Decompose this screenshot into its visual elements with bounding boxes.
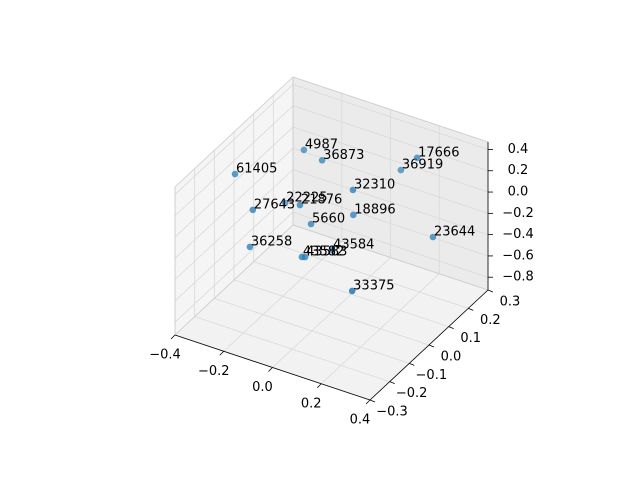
grid-line — [292, 169, 489, 236]
tick-mark — [268, 367, 273, 372]
grid-line — [292, 190, 489, 257]
y-tick-label: 0.3 — [500, 295, 521, 310]
z-tick-label: −0.4 — [502, 227, 534, 242]
point-label: 23644 — [434, 224, 475, 239]
tick-mark — [365, 399, 371, 405]
point-label: 36258 — [251, 234, 292, 249]
point — [246, 243, 254, 251]
point-label: 61405 — [236, 162, 277, 177]
x-tick-label: 0.0 — [252, 380, 273, 395]
point — [281, 199, 289, 207]
tick-mark — [409, 362, 415, 366]
grid-line — [194, 316, 390, 383]
grid — [174, 76, 489, 401]
grid-line — [253, 261, 449, 328]
point-label: 17666 — [418, 145, 459, 160]
tick-mark — [428, 344, 435, 348]
point — [249, 206, 257, 214]
grid-line — [174, 190, 294, 302]
tick-mark — [219, 350, 225, 356]
point — [296, 201, 304, 209]
tick-mark — [316, 383, 322, 389]
y-tick-label: 0.1 — [460, 331, 481, 346]
point-label: 43583 — [306, 245, 347, 260]
point — [349, 186, 357, 194]
tick-mark — [369, 399, 376, 403]
z-tick-label: −0.6 — [502, 248, 534, 263]
grid-line — [292, 211, 489, 278]
tick-mark — [170, 334, 176, 340]
x-tick-label: 0.2 — [301, 396, 322, 411]
point — [300, 146, 308, 154]
marks: 4987 36919 36873 17666 22225 43584 23644 18896 5… — [231, 137, 475, 295]
x-tick-label: −0.4 — [149, 348, 181, 363]
point — [328, 246, 336, 254]
point — [301, 253, 309, 261]
point-label: 36919 — [402, 158, 443, 173]
grid-line — [292, 126, 489, 193]
grid-line — [292, 84, 489, 150]
point-label: 22225 — [286, 191, 327, 206]
point — [318, 156, 326, 164]
point — [413, 154, 421, 162]
tick-mark — [468, 307, 474, 311]
tick-mark — [389, 381, 395, 385]
y-tick-label: −0.1 — [416, 368, 448, 383]
point-label: 27643 — [254, 197, 295, 212]
point-label: 18896 — [354, 202, 395, 217]
pane-edge — [174, 224, 294, 336]
pane-edge — [292, 224, 489, 291]
grid-line — [174, 105, 294, 217]
z-tick-label: −0.8 — [502, 270, 534, 285]
point-label: 43584 — [333, 238, 374, 253]
z-tick-label: 0.0 — [508, 185, 529, 200]
grid-line — [174, 126, 294, 238]
z-tick-label: 0.4 — [508, 142, 529, 157]
point-label: 36873 — [323, 148, 364, 163]
point-label: 5660 — [312, 212, 345, 227]
grid-line — [233, 279, 430, 346]
grid-line — [174, 211, 294, 323]
tick-mark — [487, 289, 494, 293]
grid-line — [292, 105, 489, 172]
pane-edge — [174, 76, 294, 188]
y-tick-label: −0.3 — [376, 405, 408, 420]
pane-edge — [292, 76, 489, 143]
x-tick-label: 0.4 — [350, 413, 371, 428]
point-label: 21876 — [301, 193, 342, 208]
point-label: 33375 — [353, 278, 394, 293]
axes: −0.4 −0.2 0.0 0.2 0.4 −0.3 −0.2 −0.1 0.0 0.1 0.2 0.… — [149, 142, 534, 428]
point — [397, 166, 405, 174]
tick-mark — [448, 326, 454, 330]
grid-line — [174, 148, 294, 259]
z-tick-label: 0.2 — [508, 163, 529, 178]
grid-line — [174, 169, 294, 280]
z-tick-label: −0.2 — [502, 206, 534, 221]
point — [307, 220, 315, 228]
grid-line — [214, 297, 410, 364]
point-label: 4987 — [305, 137, 338, 152]
point — [348, 287, 356, 295]
grid-line — [174, 84, 294, 195]
grid-line — [292, 147, 489, 214]
point-label: 43582 — [303, 244, 344, 259]
y-tick-label: 0.0 — [441, 350, 462, 365]
point — [231, 170, 239, 178]
y-tick-label: 0.2 — [480, 313, 501, 328]
point — [429, 233, 437, 241]
point-label: 32310 — [354, 177, 395, 192]
x-tick-label: −0.2 — [198, 364, 230, 379]
y-axis — [369, 289, 489, 401]
y-tick-label: −0.2 — [396, 386, 428, 401]
x-axis — [174, 334, 371, 401]
point — [349, 211, 357, 219]
